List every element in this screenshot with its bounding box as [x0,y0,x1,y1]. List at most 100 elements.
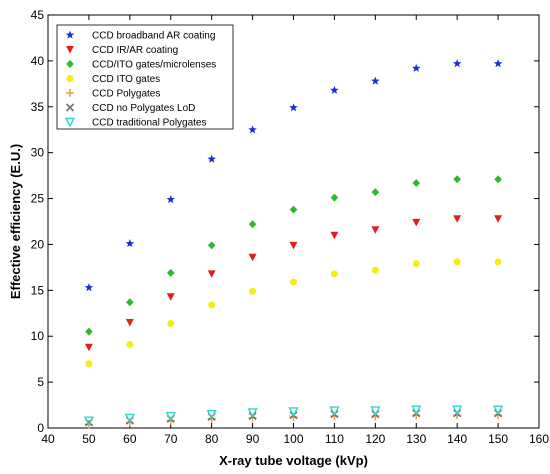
data-point [124,413,135,424]
x-tick-label: 60 [123,432,137,446]
data-point [125,239,135,248]
y-tick-label: 35 [31,100,45,114]
legend-marker [66,89,74,97]
data-point [371,266,379,274]
data-point [167,319,175,327]
x-tick-label: 70 [164,432,178,446]
data-point [411,63,421,72]
data-point [166,194,176,204]
data-point [206,410,217,420]
legend-marker [64,117,76,128]
data-point [248,125,257,134]
series-6 [83,405,504,427]
legend-marker [65,103,75,112]
data-point [84,283,94,292]
legend-label: CCD/ITO gates/microlenses [92,60,216,71]
data-point [493,59,503,68]
legend-label: CCD broadband AR coating [92,31,215,42]
data-point [289,103,298,112]
legend-marker [66,60,74,68]
y-axis-ticks: 0 5 10 15 20 25 30 35 40 45 [31,8,539,435]
legend-marker [66,75,74,82]
x-tick-label: 110 [325,432,344,446]
y-tick-label: 0 [37,421,44,435]
x-tick-label: 160 [529,432,549,446]
y-tick-label: 15 [31,283,45,297]
data-point [330,231,339,240]
data-point [166,268,175,277]
data-point [371,76,380,85]
data-point [453,258,461,266]
x-tick-label: 80 [205,432,219,446]
legend-label: CCD traditional Polygates [92,118,207,129]
data-point [494,258,502,266]
legend-marker [66,46,74,54]
data-point [247,408,258,418]
series-3 [85,258,502,368]
data-point [412,178,421,187]
y-tick-label: 40 [31,54,45,68]
data-point [126,298,134,307]
legend: CCD broadband AR coating CCD IR/AR coatin… [56,24,234,130]
data-point [288,407,299,417]
data-point [411,405,422,416]
data-point [330,193,339,202]
series-1 [84,215,503,352]
x-tick-label: 120 [365,432,385,446]
x-axis-ticks: 40 50 60 70 80 90 100 110 120 130 140 150 160 [41,15,549,446]
data-point [248,220,257,229]
series-0 [84,59,503,292]
data-point [412,260,420,268]
data-point [83,416,95,427]
data-point [248,253,257,262]
x-tick-label: 100 [283,432,303,446]
data-point [494,215,503,223]
y-tick-label: 45 [31,8,45,22]
x-tick-label: 150 [488,432,508,446]
y-tick-label: 10 [31,329,45,343]
legend-label: CCD Polygates [92,89,160,100]
legend-marker [65,30,75,39]
data-point [207,241,216,250]
data-point [85,360,93,368]
data-point [453,215,462,223]
data-point [452,59,462,68]
data-point [290,278,297,286]
data-point [166,293,175,301]
data-point [330,270,338,278]
legend-label: CCD no Polygates LoD [92,103,195,114]
data-point [208,301,216,309]
data-point [85,327,93,336]
y-axis-title: Effective efficiency (E.U.) [8,144,23,299]
data-point [329,406,340,417]
x-tick-label: 90 [246,432,260,446]
data-point [371,188,380,197]
data-point [84,343,93,352]
data-point [207,270,216,278]
data-point [371,226,380,234]
data-point [207,154,216,163]
legend-label: CCD ITO gates [92,74,160,85]
x-tick-label: 50 [82,432,96,446]
y-tick-label: 30 [31,146,45,160]
x-axis-title: X-ray tube voltage (kVp) [219,453,368,468]
data-point [492,405,504,416]
data-point [453,175,461,184]
data-point [289,241,298,250]
legend-label: CCD IR/AR coating [92,45,178,56]
y-tick-label: 25 [31,192,45,206]
series-2 [85,175,502,336]
y-tick-label: 5 [37,375,44,389]
x-tick-label: 140 [447,432,467,446]
data-point [165,411,176,422]
data-point [494,175,502,184]
data-point [330,85,339,94]
y-tick-label: 20 [31,237,45,251]
x-tick-label: 40 [41,432,55,446]
data-point [451,405,463,416]
data-point [126,340,134,348]
data-point [412,218,421,227]
data-points [83,59,504,429]
data-point [249,287,257,295]
